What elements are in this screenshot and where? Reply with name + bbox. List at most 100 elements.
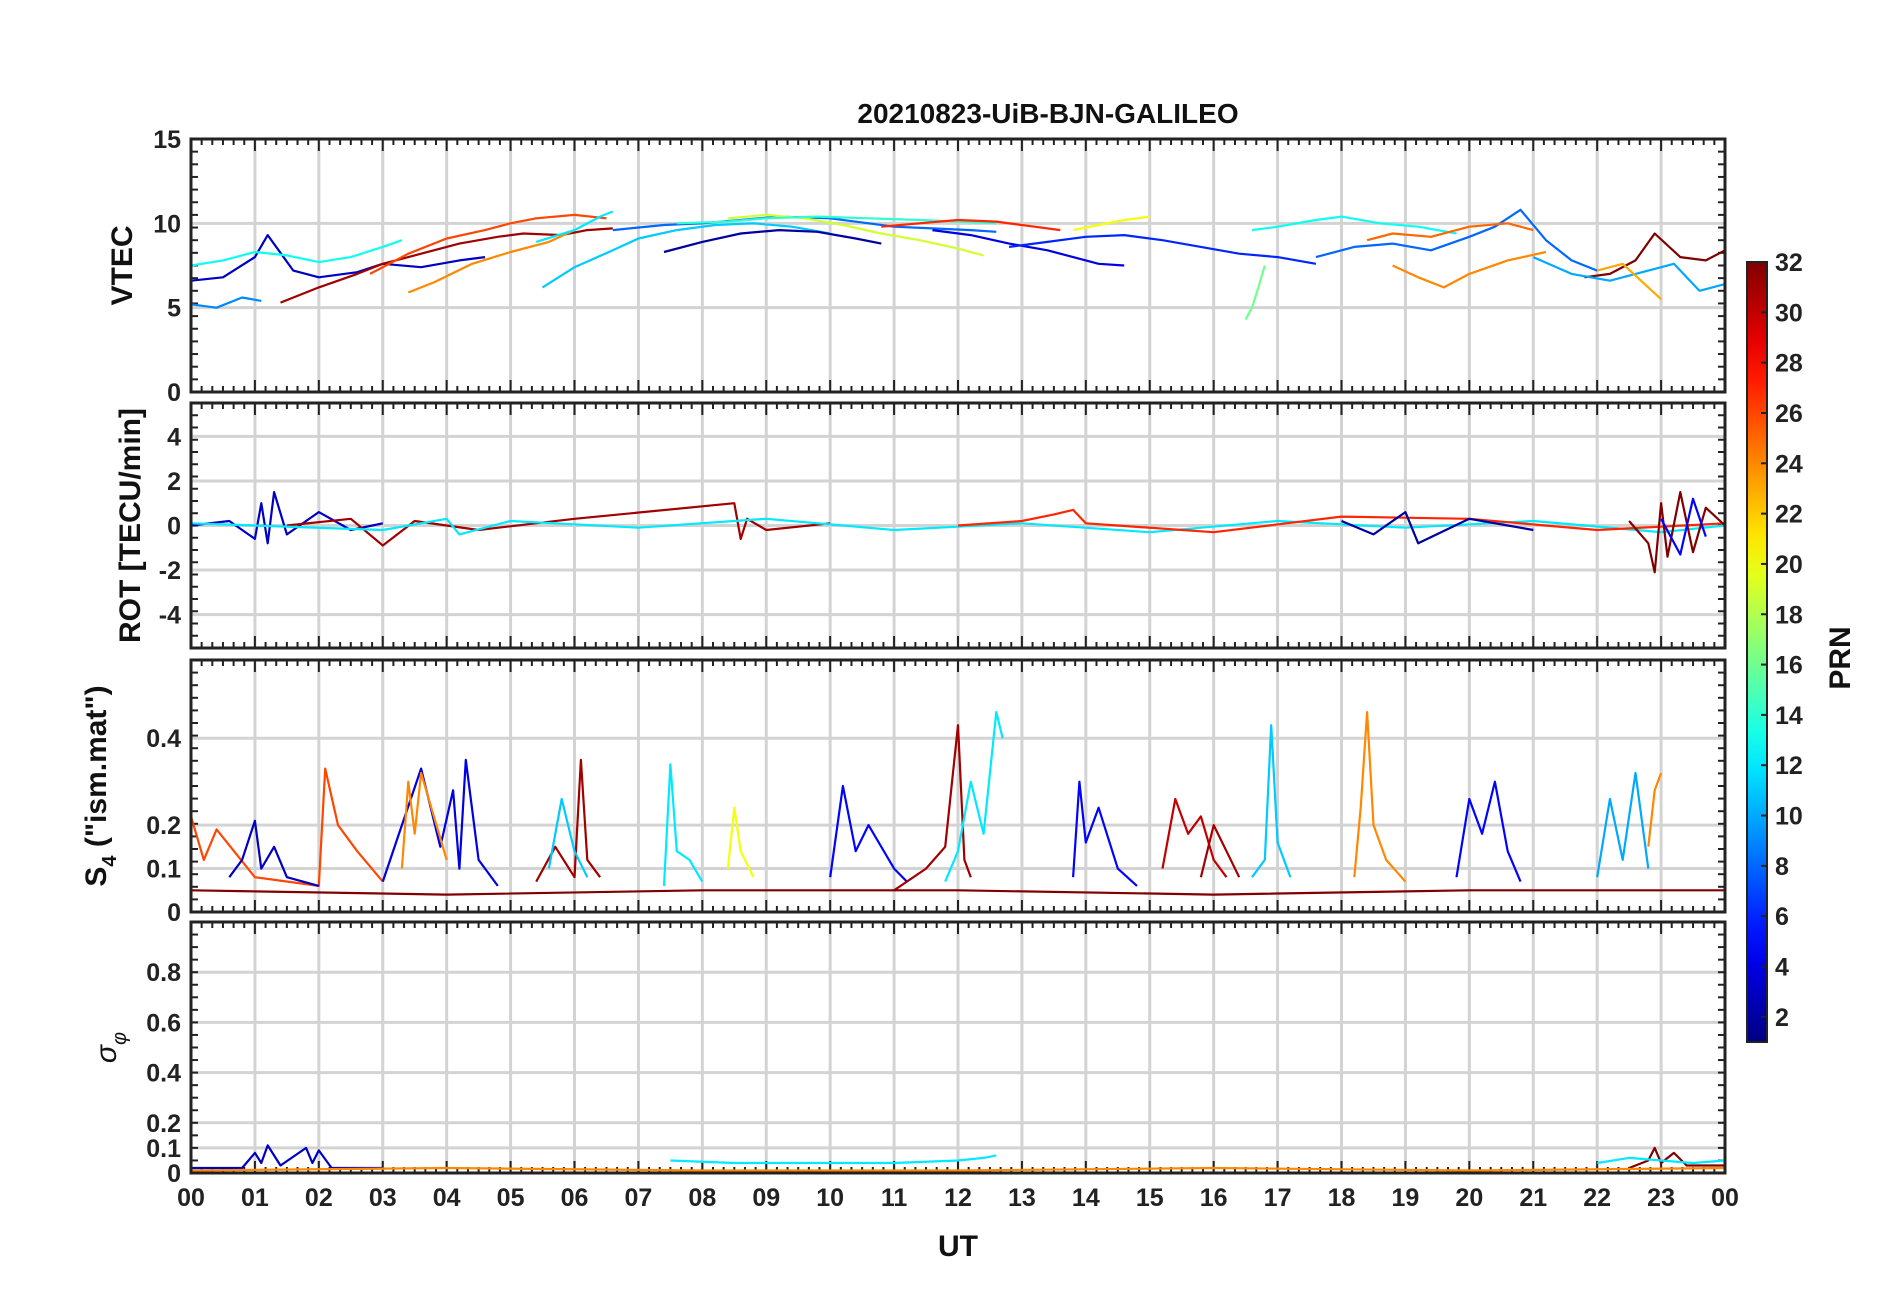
x-tick-label: 22 (1583, 1184, 1611, 1212)
colorbar-label: PRN (1824, 626, 1857, 689)
series-line-prn-4 (381, 758, 499, 887)
series-group (191, 710, 1725, 896)
series-line-prn-32 (1628, 491, 1725, 574)
series-line-prn-11 (541, 222, 831, 289)
colorbar-tick-label: 12 (1775, 752, 1803, 780)
colorbar-tick-label: 22 (1775, 501, 1803, 529)
y-tick-label: 0.6 (146, 1009, 181, 1037)
x-tick-label: 21 (1519, 1184, 1547, 1212)
colorbar-tick-label: 6 (1775, 903, 1789, 931)
x-tick-label: 01 (241, 1184, 269, 1212)
series-line-prn-31 (280, 227, 613, 304)
x-tick-label: 10 (816, 1184, 844, 1212)
colorbar-tick-label: 14 (1775, 702, 1803, 730)
series-line-prn-5 (829, 784, 908, 883)
series-line-prn-13 (1251, 215, 1457, 235)
series-line-prn-10 (1532, 256, 1725, 292)
y-axis-label: S4 ("ism.mat") (80, 685, 121, 886)
series-line-prn-31 (286, 502, 831, 547)
series-line-prn-20 (726, 806, 755, 878)
series-line-prn-19 (727, 213, 984, 257)
y-axis-label: ROT [TECU/min] (114, 408, 147, 643)
series-line-prn-27 (957, 508, 1725, 534)
x-tick-label: 14 (1072, 1184, 1100, 1212)
series-line-prn-24 (191, 1166, 1725, 1172)
x-tick-label: 23 (1647, 1184, 1675, 1212)
y-tick-label: 0.1 (146, 856, 181, 884)
series-line-prn-9 (191, 296, 262, 309)
y-tick-label: 4 (167, 423, 181, 451)
axes-frame (189, 920, 1727, 1175)
series-line-prn-23 (1596, 262, 1662, 301)
colorbar-gradient (1746, 261, 1768, 1043)
series-line-prn-16 (1244, 265, 1266, 321)
y-tick-label: 10 (153, 210, 181, 238)
x-tick-label: 00 (1711, 1184, 1739, 1212)
x-tick-label: 18 (1328, 1184, 1356, 1212)
colorbar-tick-label: 20 (1775, 551, 1803, 579)
series-line-prn-32 (191, 889, 1725, 896)
series-line-prn-5 (1455, 780, 1522, 883)
axes-frame (189, 401, 1727, 650)
series-line-prn-12 (1597, 1156, 1725, 1165)
series-line-prn-31 (1199, 823, 1241, 878)
series-line-prn-5 (1660, 497, 1707, 556)
y-tick-label: 0.4 (146, 1060, 181, 1088)
series-group (191, 491, 1725, 574)
series-line-prn-13 (191, 239, 403, 267)
y-tick-label: 0 (167, 899, 181, 927)
axes-frame (189, 658, 1727, 914)
x-tick-label: 20 (1455, 1184, 1483, 1212)
colorbar-tick-label: 24 (1775, 450, 1803, 478)
x-tick-label: 09 (752, 1184, 780, 1212)
series-line-prn-2 (663, 229, 882, 254)
x-tick-label: 17 (1264, 1184, 1292, 1212)
series-line-prn-32 (1628, 1146, 1725, 1170)
colorbar-tick-label: 30 (1775, 299, 1803, 327)
series-line-prn-10 (1596, 771, 1650, 878)
series-line-prn-12 (662, 763, 704, 886)
colorbar-tick-label: 18 (1775, 601, 1803, 629)
colorbar-tick-label: 16 (1775, 652, 1803, 680)
y-tick-label: 0.4 (146, 725, 181, 753)
series-line-prn-31 (893, 724, 972, 892)
y-tick-label: 0.2 (146, 1110, 181, 1138)
vtec-panel: 0 5 10 15 VTEC (106, 126, 1727, 407)
s4-panel: 0 0.1 0.2 0.4 S4 ("ism.mat") (80, 658, 1727, 927)
x-tick-label: 19 (1392, 1184, 1420, 1212)
x-tick-label: 15 (1136, 1184, 1164, 1212)
y-tick-label: -2 (159, 557, 181, 585)
y-axis-label: σφ (90, 1032, 131, 1063)
x-tick-label: 04 (433, 1184, 461, 1212)
x-tick-label: 12 (944, 1184, 972, 1212)
series-line-prn-12 (670, 1154, 997, 1165)
colorbar-tick-label: 26 (1775, 400, 1803, 428)
colorbar-tick-label: 28 (1775, 350, 1803, 378)
series-line-prn-5 (1072, 780, 1138, 887)
y-tick-label: 0.2 (146, 812, 181, 840)
chart-title: 20210823-UiB-BJN-GALILEO (857, 98, 1238, 129)
series-line-prn-11 (1251, 724, 1292, 878)
series-line-prn-2 (1341, 510, 1534, 545)
x-tick-label: 00 (177, 1184, 205, 1212)
y-tick-label: 0 (167, 513, 181, 541)
y-tick-label: 5 (167, 295, 181, 323)
x-tick-label: 11 (881, 1184, 908, 1212)
series-line-prn-6 (1008, 234, 1317, 265)
x-tick-label: 16 (1200, 1184, 1228, 1212)
x-tick-label: 02 (305, 1184, 333, 1212)
rot-panel: -4 -2 0 2 4 ROT [TECU/min] (114, 401, 1727, 650)
sigma-phi-panel: 00.10.2 0.4 0.6 0.8 σφ 00 01 02 03 04 05 06 07 08 09 10… (90, 920, 1739, 1212)
colorbar-tick-label: 2 (1775, 1004, 1789, 1032)
x-tick-label: 06 (561, 1184, 589, 1212)
series-line-prn-12 (535, 210, 614, 243)
series-group (191, 1144, 1725, 1172)
series-line-prn-25 (1366, 222, 1534, 242)
x-tick-label: 13 (1008, 1184, 1036, 1212)
y-tick-label: 0 (167, 1160, 181, 1188)
series-line-prn-12 (944, 710, 1004, 883)
series-line-prn-8 (1315, 208, 1598, 272)
y-tick-label: 15 (153, 126, 181, 154)
axes-frame (189, 137, 1727, 394)
